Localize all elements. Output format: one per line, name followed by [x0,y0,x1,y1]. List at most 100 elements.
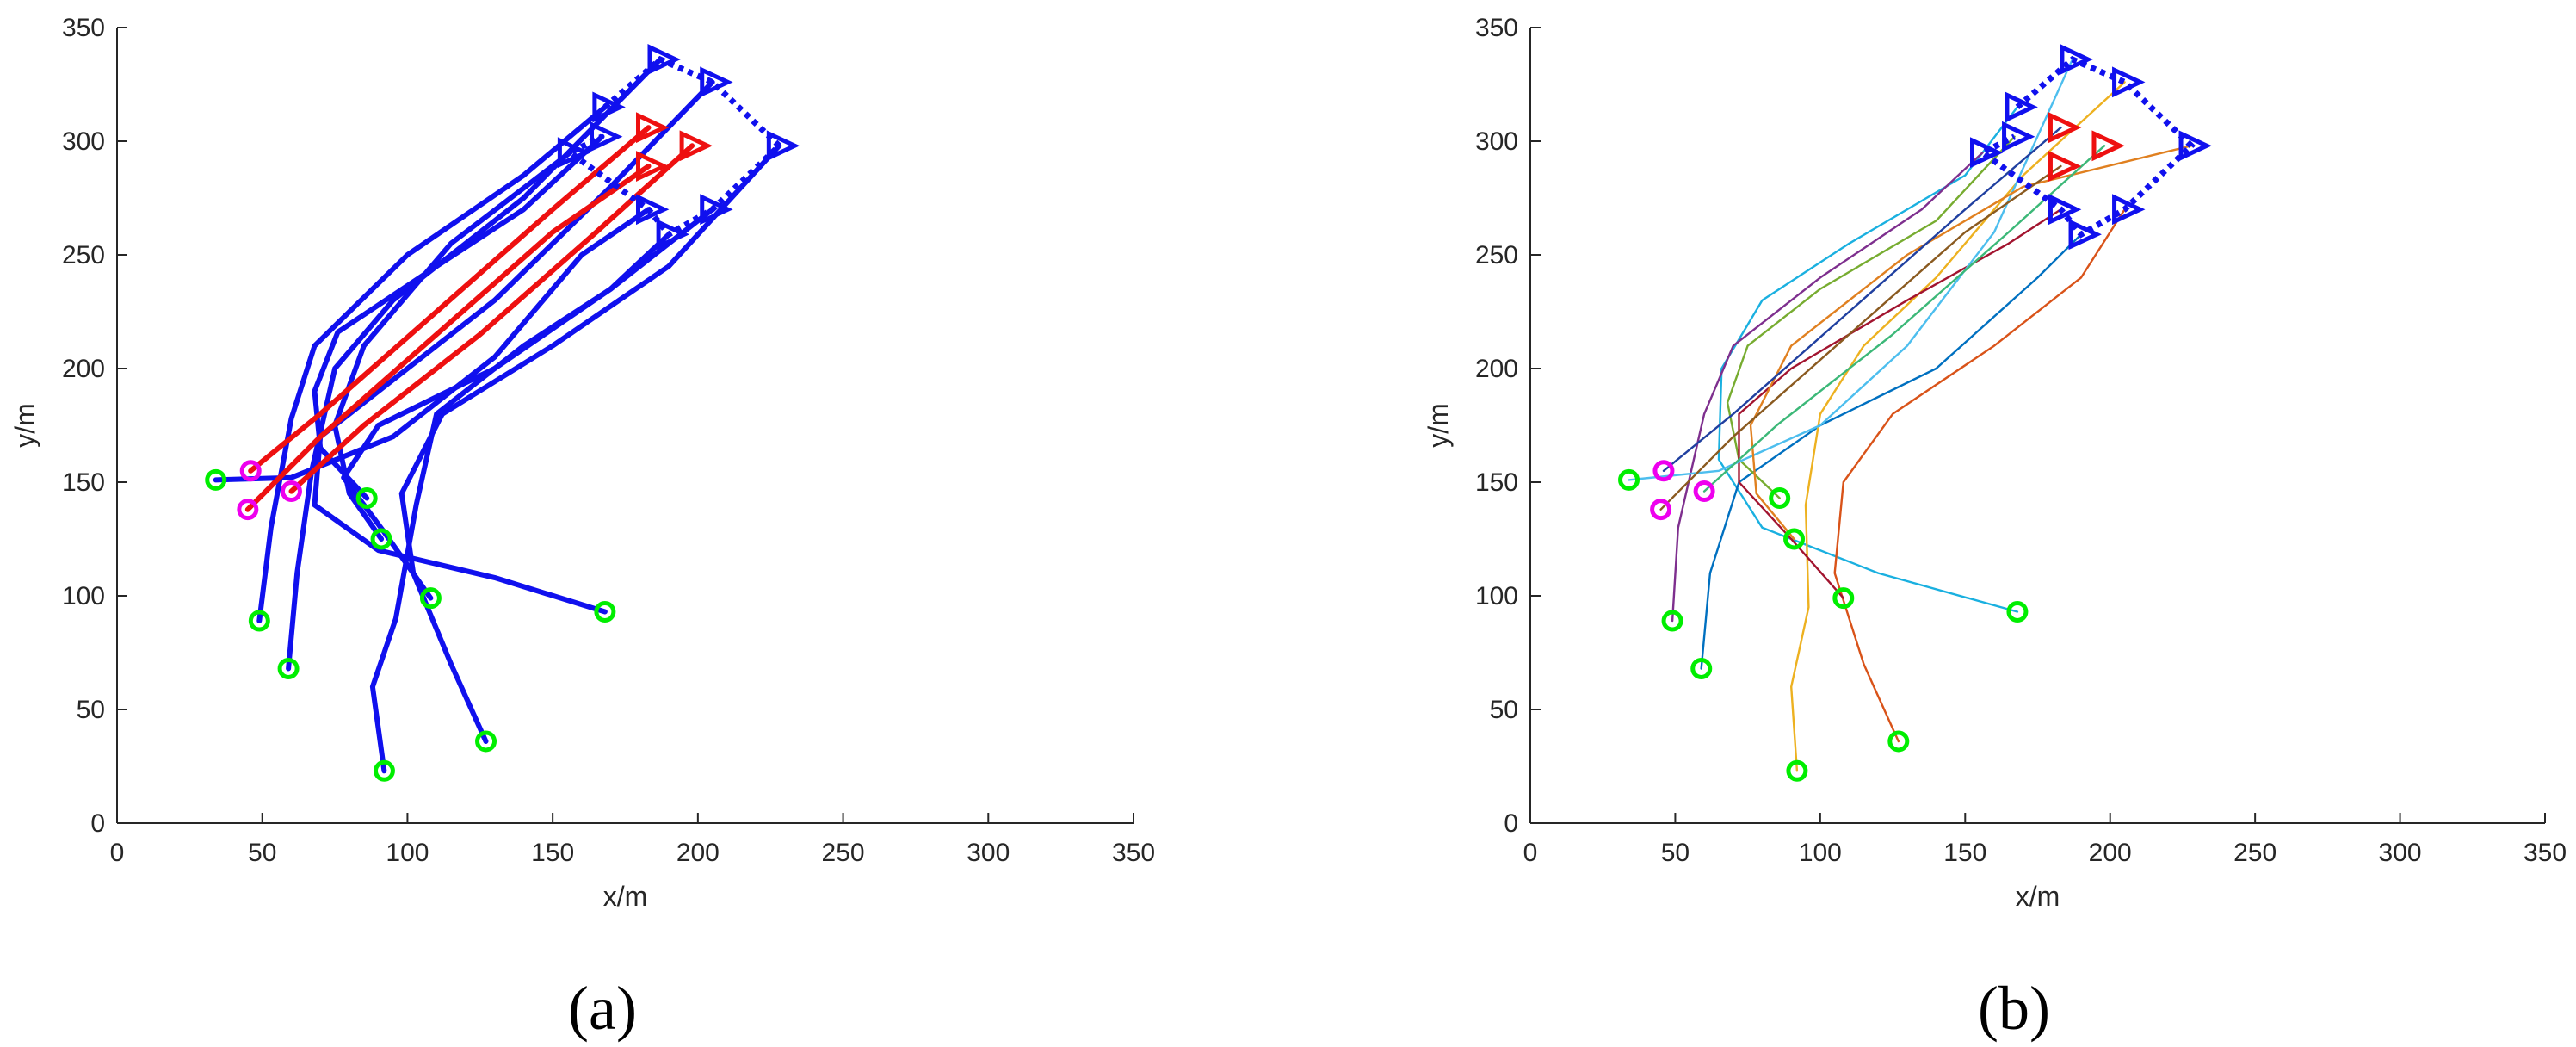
start-point-marker [355,486,378,509]
target-point-marker [2112,194,2146,226]
trajectory-line [1702,145,2106,493]
trajectory-line [288,143,695,494]
trajectory-line [1833,208,2126,743]
target-point-marker [2048,194,2082,226]
x-tick-label: 150 [1943,839,1986,867]
target-point-marker [2048,151,2082,182]
x-tick-label: 300 [2379,839,2422,867]
trajectory-line [286,57,663,672]
target-point-marker [2112,66,2146,98]
trajectory-line [256,104,608,623]
chart-panel-2: 0 50 100 150 200 250 300 350 0 50 100 150 200 250 300 3… [1423,14,2567,1043]
target-point-marker [766,130,800,162]
trajectory-line [1671,152,1984,623]
target-point-marker [2048,112,2082,144]
start-point-marker [1690,657,1713,679]
x-tick-label: 50 [248,839,276,867]
start-point-marker [1786,759,1808,782]
y-tick-label: 350 [62,14,105,42]
start-point-marker [237,499,259,521]
trajectory-line [1738,208,2062,599]
x-tick-label: 300 [967,839,1010,867]
trajectory-line [1717,106,2019,613]
x-tick-label: 350 [1112,839,1155,867]
start-point-marker [248,610,270,632]
trajectory-line [1659,164,2062,511]
start-point-marker [1769,486,1791,509]
start-point-marker [373,759,395,782]
x-tick-label: 200 [2089,839,2132,867]
target-point-marker [700,66,733,98]
y-tick-label: 50 [1490,696,1518,724]
target-point-marker [635,112,670,144]
panel-label: (b) [1978,974,2050,1043]
x-tick-label: 200 [676,839,720,867]
start-point-marker [1832,587,1855,610]
start-point-marker [1650,499,1672,521]
x-tick-label: 100 [386,839,429,867]
x-tick-label: 350 [2523,839,2567,867]
y-tick-label: 200 [1475,355,1518,383]
y-axis-label: y/m [1423,403,1454,448]
target-point-marker [2091,130,2125,162]
trajectory-line [398,143,782,744]
y-tick-label: 100 [62,582,105,610]
trajectory-line [332,150,573,542]
y-tick-label: 300 [1475,127,1518,156]
target-point-marker [679,130,713,162]
target-point-marker [592,91,626,123]
x-tick-label: 0 [110,839,125,867]
x-tick-label: 250 [2233,839,2276,867]
start-point-marker [1887,730,1910,753]
target-point-marker [557,137,591,169]
start-point-marker [1783,528,1806,550]
trajectory-line [244,164,652,512]
target-point-marker [1969,137,2004,169]
y-tick-label: 150 [1475,468,1518,497]
start-point-marker [2006,600,2029,623]
y-tick-label: 250 [62,241,105,269]
target-point-marker [2002,121,2035,152]
y-tick-label: 50 [77,696,105,724]
formation-outline [1976,55,2196,239]
x-axis-label: x/m [2016,881,2060,912]
start-point-marker [1693,480,1715,503]
trajectory-line [1790,81,2126,772]
target-point-marker [2005,91,2038,123]
panel-label: (a) [568,974,637,1043]
x-tick-label: 150 [531,839,574,867]
x-tick-label: 250 [822,839,865,867]
y-tick-label: 100 [1475,582,1518,610]
target-point-marker [590,121,623,152]
trajectory-line [248,125,652,474]
y-tick-label: 300 [62,127,105,156]
target-point-marker [635,151,670,182]
y-tick-label: 200 [62,355,105,383]
start-point-marker [239,460,262,482]
start-point-marker [205,468,227,491]
start-point-marker [1652,460,1675,482]
start-point-marker [475,730,497,753]
start-point-marker [370,528,392,550]
x-axis-label: x/m [603,881,648,912]
start-point-marker [594,600,616,623]
formation-outline [564,55,784,239]
target-point-marker [656,219,690,251]
target-point-marker [700,194,733,226]
x-tick-label: 50 [1661,839,1690,867]
y-tick-label: 150 [62,468,105,497]
x-tick-label: 0 [1523,839,1538,867]
y-tick-label: 250 [1475,241,1518,269]
chart-panel-1: 0 50 100 150 200 250 300 350 0 50 100 150 200 250 300 3… [9,14,1155,1043]
start-point-marker [277,657,300,679]
trajectory-line [1749,145,2193,541]
y-tick-label: 0 [90,809,105,838]
start-point-marker [1618,468,1640,491]
start-point-marker [280,480,302,503]
trajectory-line [1662,127,2062,472]
start-point-marker [419,587,442,610]
trajectory-line [369,232,672,774]
y-tick-label: 350 [1475,14,1518,42]
target-point-marker [2060,44,2093,75]
